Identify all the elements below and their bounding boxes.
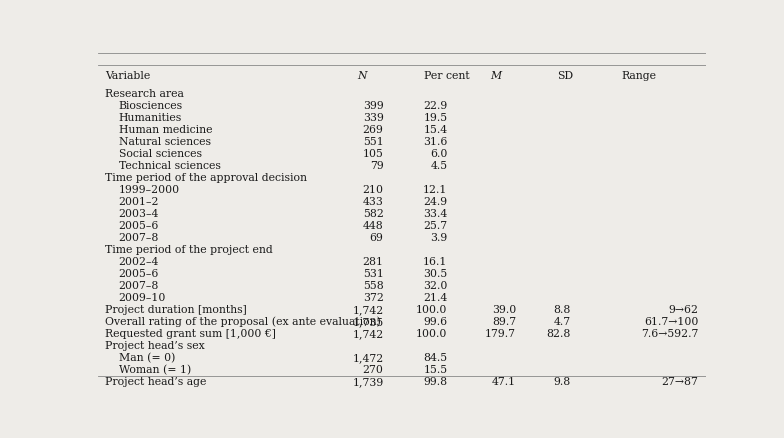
Text: 105: 105 xyxy=(363,148,383,159)
Text: 269: 269 xyxy=(363,124,383,134)
Text: 33.4: 33.4 xyxy=(423,208,448,219)
Text: Per cent: Per cent xyxy=(424,71,470,81)
Text: 12.1: 12.1 xyxy=(423,184,448,194)
Text: 1,742: 1,742 xyxy=(352,328,383,338)
Text: 3.9: 3.9 xyxy=(430,232,448,242)
Text: 531: 531 xyxy=(363,268,383,278)
Text: 99.8: 99.8 xyxy=(423,376,448,386)
Text: SD: SD xyxy=(557,71,573,81)
Text: Requested grant sum [1,000 €]: Requested grant sum [1,000 €] xyxy=(105,328,276,338)
Text: 82.8: 82.8 xyxy=(546,328,571,338)
Text: Time period of the approval decision: Time period of the approval decision xyxy=(105,173,307,183)
Text: 270: 270 xyxy=(363,364,383,374)
Text: 399: 399 xyxy=(363,101,383,111)
Text: Human medicine: Human medicine xyxy=(118,124,212,134)
Text: 99.6: 99.6 xyxy=(423,316,448,326)
Text: Research area: Research area xyxy=(105,88,184,99)
Text: Biosciences: Biosciences xyxy=(118,101,183,111)
Text: 100.0: 100.0 xyxy=(416,328,448,338)
Text: Variable: Variable xyxy=(105,71,151,81)
Text: 61.7→100: 61.7→100 xyxy=(644,316,699,326)
Text: 1,742: 1,742 xyxy=(352,304,383,314)
Text: 84.5: 84.5 xyxy=(423,352,448,362)
Text: Range: Range xyxy=(622,71,657,81)
Text: 19.5: 19.5 xyxy=(423,113,448,123)
Text: 2007–8: 2007–8 xyxy=(118,232,159,242)
Text: 582: 582 xyxy=(363,208,383,219)
Text: 39.0: 39.0 xyxy=(492,304,516,314)
Text: 2002–4: 2002–4 xyxy=(118,256,159,266)
Text: 8.8: 8.8 xyxy=(554,304,571,314)
Text: 2007–8: 2007–8 xyxy=(118,280,159,290)
Text: 210: 210 xyxy=(362,184,383,194)
Text: 89.7: 89.7 xyxy=(492,316,516,326)
Text: 25.7: 25.7 xyxy=(423,220,448,230)
Text: 16.1: 16.1 xyxy=(423,256,448,266)
Text: 9.8: 9.8 xyxy=(554,376,571,386)
Text: Project duration [months]: Project duration [months] xyxy=(105,304,247,314)
Text: 2009–10: 2009–10 xyxy=(118,292,166,302)
Text: 24.9: 24.9 xyxy=(423,196,448,206)
Text: 433: 433 xyxy=(363,196,383,206)
Text: 4.7: 4.7 xyxy=(554,316,571,326)
Text: 2001–2: 2001–2 xyxy=(118,196,159,206)
Text: 372: 372 xyxy=(363,292,383,302)
Text: 21.4: 21.4 xyxy=(423,292,448,302)
Text: 1,735: 1,735 xyxy=(352,316,383,326)
Text: 2005–6: 2005–6 xyxy=(118,220,159,230)
Text: 179.7: 179.7 xyxy=(485,328,516,338)
Text: Project head’s age: Project head’s age xyxy=(105,376,207,386)
Text: Humanities: Humanities xyxy=(118,113,182,123)
Text: 100.0: 100.0 xyxy=(416,304,448,314)
Text: Natural sciences: Natural sciences xyxy=(118,137,211,147)
Text: 47.1: 47.1 xyxy=(492,376,516,386)
Text: 448: 448 xyxy=(363,220,383,230)
Text: 9→62: 9→62 xyxy=(668,304,699,314)
Text: 69: 69 xyxy=(370,232,383,242)
Text: 30.5: 30.5 xyxy=(423,268,448,278)
Text: 79: 79 xyxy=(370,160,383,170)
Text: Woman (= 1): Woman (= 1) xyxy=(118,364,191,374)
Text: 2003–4: 2003–4 xyxy=(118,208,159,219)
Text: 15.4: 15.4 xyxy=(423,124,448,134)
Text: 1,739: 1,739 xyxy=(352,376,383,386)
Text: 551: 551 xyxy=(363,137,383,147)
Text: Social sciences: Social sciences xyxy=(118,148,201,159)
Text: 32.0: 32.0 xyxy=(423,280,448,290)
Text: 31.6: 31.6 xyxy=(423,137,448,147)
Text: 4.5: 4.5 xyxy=(430,160,448,170)
Text: 558: 558 xyxy=(363,280,383,290)
Text: Project head’s sex: Project head’s sex xyxy=(105,340,205,350)
Text: 281: 281 xyxy=(362,256,383,266)
Text: Technical sciences: Technical sciences xyxy=(118,160,220,170)
Text: M: M xyxy=(491,71,502,81)
Text: Overall rating of the proposal (ex ante evaluation): Overall rating of the proposal (ex ante … xyxy=(105,316,381,327)
Text: 6.0: 6.0 xyxy=(430,148,448,159)
Text: 7.6→592.7: 7.6→592.7 xyxy=(641,328,699,338)
Text: N: N xyxy=(358,71,367,81)
Text: 15.5: 15.5 xyxy=(423,364,448,374)
Text: 27→87: 27→87 xyxy=(662,376,699,386)
Text: 2005–6: 2005–6 xyxy=(118,268,159,278)
Text: Time period of the project end: Time period of the project end xyxy=(105,244,273,254)
Text: 1999–2000: 1999–2000 xyxy=(118,184,180,194)
Text: 1,472: 1,472 xyxy=(352,352,383,362)
Text: 339: 339 xyxy=(363,113,383,123)
Text: Man (= 0): Man (= 0) xyxy=(118,352,175,362)
Text: 22.9: 22.9 xyxy=(423,101,448,111)
